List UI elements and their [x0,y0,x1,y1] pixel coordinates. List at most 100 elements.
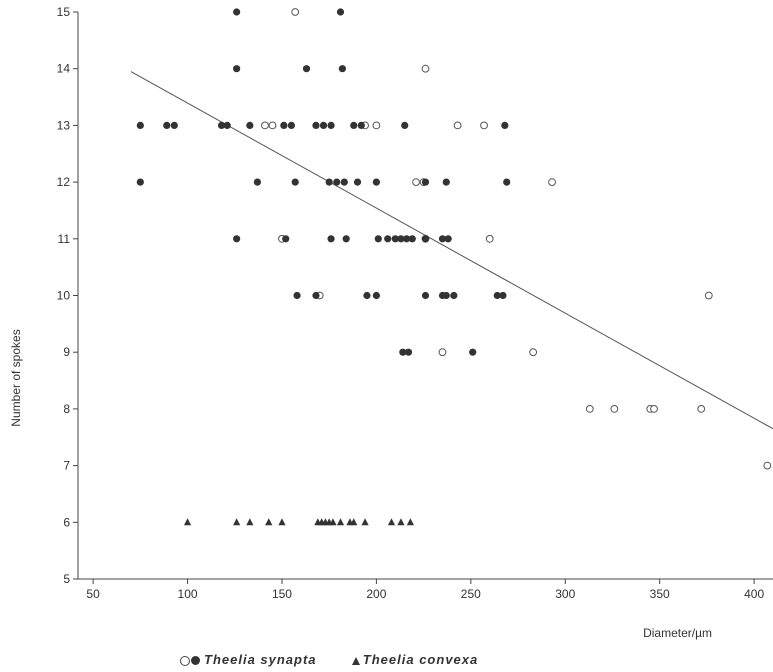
filled-circle-point [246,121,254,129]
triangle-point [265,518,273,526]
filled-circle-point [253,178,262,186]
filled-circle-point [319,121,328,129]
open-circle-point [438,348,447,357]
filled-circle-point [499,291,507,300]
y-tick-label: 14 [57,62,71,76]
triangle-point [278,518,286,526]
filled-circle-point [312,291,320,300]
filled-circle-point [438,235,447,243]
legend-label-convexa: Theelia convexa [362,652,479,667]
filled-circle-point [336,8,345,16]
filled-circle-point [163,121,171,129]
filled-circle-point [312,121,320,129]
y-tick-label: 8 [63,402,70,416]
filled-circle-point [287,121,296,129]
x-tick-label: 100 [178,587,198,601]
legend-label-synapta: Theelia synapta [204,652,317,667]
trend-line [130,71,773,430]
triangle-point [387,518,396,526]
open-circle-point [291,8,300,16]
x-tick-label: 200 [366,587,386,601]
y-tick-label: 7 [63,459,70,473]
open-circle-point [610,405,619,413]
triangle-point [336,518,345,526]
triangle-point [183,518,192,526]
filled-circle-point [372,291,380,300]
open-circle-icon [180,655,190,666]
open-circle-point [261,121,269,130]
filled-circle-point [217,121,226,129]
filled-circle-point [293,291,301,300]
x-axis-label: Diameter/µm [643,626,712,640]
filled-circle-point [325,178,333,186]
y-tick-label: 9 [63,345,70,359]
triangle-point [233,518,241,526]
y-tick-label: 12 [57,175,71,189]
filled-circle-point [342,235,350,243]
triangle-point [406,518,414,526]
y-tick-label: 11 [58,232,71,246]
open-circle-point [650,405,658,413]
filled-circle-point [233,235,241,243]
filled-circle-point [469,348,477,356]
x-tick-label: 300 [555,587,575,601]
data-points [136,8,772,526]
open-circle-point [697,405,706,413]
filled-circle-point [353,178,362,186]
filled-circle-point [291,178,299,186]
filled-circle-point [503,178,511,186]
filled-circle-point [421,291,430,300]
trend-line-group [130,71,773,430]
filled-circle-point [340,178,348,186]
filled-circle-point [501,121,509,129]
filled-circle-point [233,65,241,73]
open-circle-point [704,291,713,300]
filled-circle-point [327,235,335,243]
open-circle-point [548,178,556,187]
open-circle-point [485,234,494,243]
filled-circle-point [170,121,178,129]
filled-circle-point [357,121,365,129]
open-circle-point [480,121,488,130]
y-tick-label: 5 [63,572,70,586]
triangle-point [350,518,358,526]
x-tick-label: 150 [272,587,292,601]
y-tick-label: 13 [57,118,71,132]
x-tick-label: 50 [86,587,100,601]
y-axis-label: Number of spokes [9,329,23,426]
open-circle-point [412,178,420,187]
filled-circle-point [374,235,382,243]
axes: 5 6 7 8 9 10 11 12 13 14 15 50 100 150 200 250 300 350 400 [57,5,773,601]
filled-circle-point [280,121,288,129]
y-tick-label: 10 [57,289,71,303]
open-circle-point [421,64,430,73]
filled-circle-icon [191,656,200,666]
triangle-point [246,518,254,526]
filled-circle-point [327,121,335,129]
filled-circle-point [363,291,371,300]
filled-circle-point [282,235,290,243]
x-tick-label: 350 [650,587,670,601]
filled-circle-point [421,178,430,186]
filled-circle-point [450,291,458,300]
filled-circle-point [233,8,241,16]
filled-circle-point [399,348,407,356]
triangle-point [397,518,405,526]
open-circle-point [763,461,772,470]
y-tick-label: 6 [63,515,70,529]
filled-circle-point [136,178,144,186]
y-tick-label: 15 [57,5,71,19]
x-tick-label: 400 [744,587,764,601]
filled-triangle-icon [351,656,360,665]
filled-circle-point [444,235,452,243]
x-tick-label: 250 [461,587,481,601]
filled-circle-point [384,235,392,243]
filled-circle-point [397,235,405,243]
filled-circle-point [333,178,341,186]
filled-circle-point [223,121,231,129]
filled-circle-point [442,178,450,186]
open-circle-point [372,121,381,130]
filled-circle-point [136,121,144,129]
open-circle-point [453,121,462,130]
